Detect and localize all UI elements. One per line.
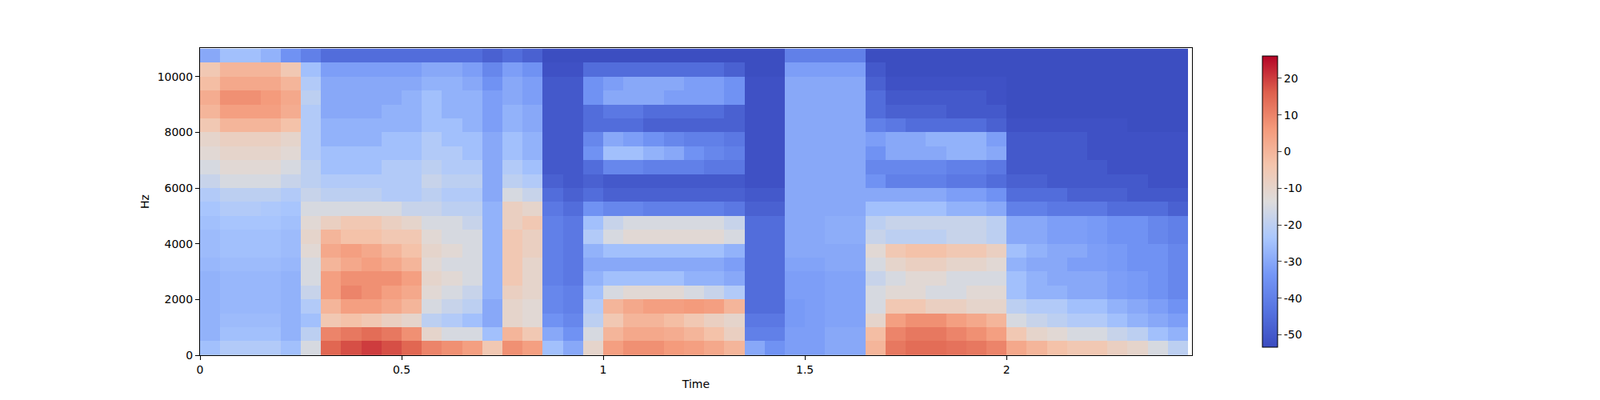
svg-text:-20: -20 [1284,218,1303,232]
svg-text:20: 20 [1284,72,1299,85]
svg-text:-30: -30 [1284,255,1303,268]
svg-text:10: 10 [1284,108,1299,122]
svg-text:0: 0 [196,363,204,376]
svg-text:2: 2 [1003,363,1011,376]
svg-text:1.5: 1.5 [796,363,814,376]
svg-text:4000: 4000 [164,237,194,251]
svg-text:0: 0 [1284,144,1292,158]
svg-text:Hz: Hz [138,194,152,209]
svg-text:-40: -40 [1284,292,1303,305]
svg-text:2000: 2000 [164,292,194,306]
svg-text:0: 0 [185,348,193,362]
svg-text:8000: 8000 [164,125,194,139]
svg-text:-10: -10 [1284,181,1303,195]
svg-text:6000: 6000 [164,181,194,195]
svg-text:0.5: 0.5 [392,363,411,376]
svg-text:-50: -50 [1284,328,1303,341]
svg-text:10000: 10000 [157,70,194,84]
svg-text:1: 1 [600,363,608,376]
svg-text:Time: Time [681,377,710,391]
